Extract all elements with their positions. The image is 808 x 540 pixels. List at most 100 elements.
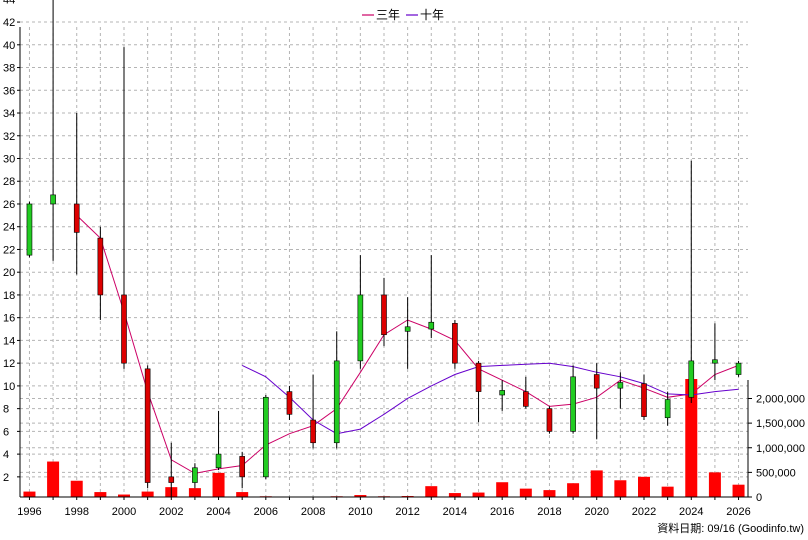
volume-bar — [708, 472, 721, 497]
price-tick-label: 34 — [3, 108, 15, 120]
price-tick-label: 12 — [3, 358, 15, 370]
candlestick — [546, 406, 553, 434]
candlestick — [523, 376, 529, 409]
candle-body — [357, 294, 364, 362]
candlestick — [499, 380, 505, 411]
volume-bar — [472, 492, 485, 497]
volume-bar — [118, 494, 130, 497]
candlestick — [381, 277, 387, 347]
price-tick-label: 30 — [3, 154, 15, 166]
volume-bar — [212, 472, 225, 497]
candlestick — [593, 363, 600, 440]
candlestick — [73, 113, 80, 275]
volume-tick-label: 1,000,000 — [756, 443, 805, 455]
price-tick-label: 8 — [3, 404, 9, 416]
candle-body — [192, 467, 198, 483]
candle-body — [546, 408, 553, 432]
year-tick-label: 2018 — [537, 506, 561, 518]
year-tick-label: 2026 — [726, 506, 750, 518]
candle-body — [452, 323, 458, 364]
candle-body — [593, 374, 600, 389]
candlestick — [688, 160, 695, 403]
year-tick-label: 2024 — [679, 506, 703, 518]
candle-body — [50, 194, 56, 205]
year-tick-label: 2020 — [584, 506, 608, 518]
candle-body — [523, 391, 529, 407]
volume-tick-label: 1,500,000 — [756, 418, 805, 430]
volume-bar — [141, 491, 154, 497]
year-tick-label: 2000 — [112, 506, 136, 518]
candlestick — [357, 255, 364, 369]
candlestick — [475, 360, 482, 423]
volume-bar — [188, 488, 201, 497]
candlestick — [97, 226, 104, 320]
price-tick-label: 6 — [3, 426, 9, 438]
year-tick-label: 2008 — [301, 506, 325, 518]
volume-bar — [496, 482, 509, 497]
candle-body — [215, 453, 222, 469]
candle-body — [333, 360, 340, 444]
candle-body — [712, 359, 718, 364]
candlestick — [192, 463, 198, 489]
candle-body — [664, 399, 671, 419]
volume-bar — [732, 484, 745, 497]
candle-body — [735, 362, 742, 375]
price-tick-label: 14 — [3, 335, 15, 347]
price-tick-label: 44 — [3, 0, 15, 6]
candle-body — [570, 376, 576, 432]
candle-body — [26, 203, 33, 256]
candle-body — [617, 382, 624, 389]
candlestick — [168, 442, 175, 498]
year-tick-label: 2022 — [632, 506, 656, 518]
volume-tick-label: 2,000,000 — [756, 394, 805, 406]
volume-tick-label: 0 — [756, 492, 762, 504]
volume-bar — [590, 470, 603, 497]
year-tick-label: 2004 — [206, 506, 230, 518]
legend-label-ten-year: 十年 — [420, 8, 444, 22]
price-y-axis: 2468101214161820222426283032343638404244… — [3, 0, 20, 484]
candlestick — [452, 319, 458, 369]
price-tick-label: 18 — [3, 290, 15, 302]
candle-body — [499, 390, 505, 396]
plot-frame — [19, 27, 749, 498]
candle-body — [73, 203, 80, 233]
legend: 三年 十年 — [362, 8, 444, 22]
volume-bar — [94, 492, 107, 497]
price-tick-label: 20 — [3, 267, 15, 279]
candle-body — [688, 360, 695, 398]
candlestick — [712, 323, 718, 381]
volume-bar — [685, 379, 698, 497]
price-tick-label: 22 — [3, 244, 15, 256]
candlestick — [50, 0, 56, 261]
volume-bars — [23, 379, 745, 498]
year-tick-label: 1996 — [17, 506, 41, 518]
volume-bar — [543, 490, 556, 497]
price-tick-label: 24 — [3, 222, 15, 234]
volume-y-axis: 0 500,000 1,000,000 1,500,000 2,000,000 — [748, 394, 805, 504]
volume-bar — [70, 480, 83, 497]
candlestick — [570, 365, 576, 434]
price-tick-label: 40 — [3, 40, 15, 52]
volume-bar — [567, 483, 580, 497]
volume-bar — [354, 495, 367, 497]
candle-body — [428, 321, 435, 330]
candlestick — [641, 374, 647, 421]
candlestick — [617, 372, 624, 409]
candlestick — [215, 410, 222, 471]
volume-bar — [661, 486, 674, 497]
candle-body — [97, 237, 104, 296]
year-tick-label: 2016 — [490, 506, 514, 518]
candlestick — [263, 394, 269, 480]
candlestick — [121, 47, 127, 369]
candlestick — [735, 360, 742, 377]
candle-body — [475, 362, 482, 392]
candle-body — [263, 396, 269, 478]
candle-body — [239, 456, 245, 478]
price-tick-label: 2 — [3, 472, 9, 484]
candle-body — [404, 326, 411, 332]
candlestick — [404, 297, 411, 369]
year-tick-label: 1998 — [64, 506, 88, 518]
candle-body — [144, 368, 151, 483]
